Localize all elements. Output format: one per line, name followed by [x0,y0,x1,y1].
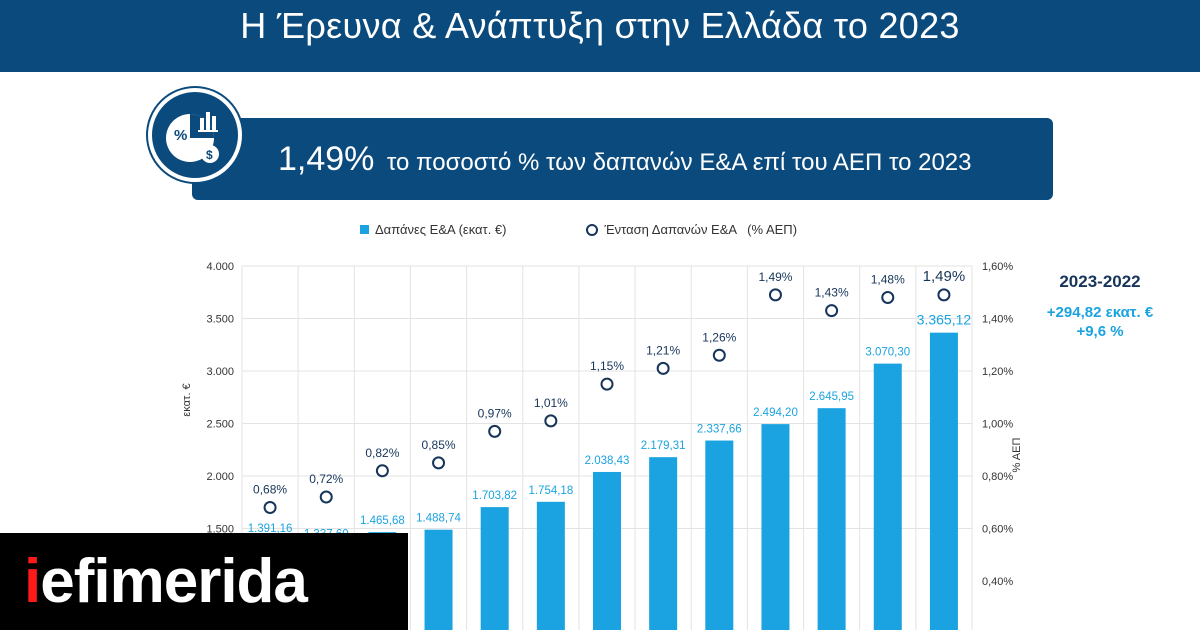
logo-rest: efimerida [40,547,308,616]
bar-value-label: 2.038,43 [585,455,630,467]
y-tick-label: 1.500 [206,524,234,536]
intensity-point [263,501,277,514]
bar [424,529,453,630]
y2-tick-label: 1,40% [982,314,1013,326]
bar-value-label: 2.179,31 [641,440,686,452]
intensity-value-label: 1,01% [534,396,568,410]
bar [929,332,958,630]
y-tick-label: 4.000 [206,261,234,273]
bar [873,363,902,630]
y2-tick-label: 0,20% [982,629,1013,630]
kpi-bar: 1,49% το ποσοστό % των δαπανών Ε&Α επί τ… [192,118,1053,200]
y-tick-label: 2.000 [206,471,234,483]
kpi-text: 1,49% το ποσοστό % των δαπανών Ε&Α επί τ… [278,140,971,179]
intensity-point [375,464,389,478]
svg-text:%: % [174,127,187,144]
intensity-point [712,348,726,362]
y2-tick-label: 1,20% [982,366,1013,378]
page-title: Η Έρευνα & Ανάπτυξη στην Ελλάδα το 2023 [240,5,960,46]
y2-axis-label: % ΑΕΠ [1011,438,1023,473]
bar-value-label: 1.465,68 [360,515,405,527]
kpi-label: το ποσοστό % των δαπανών Ε&Α επί του ΑΕΠ… [386,148,972,176]
logo-first-letter: i [24,547,41,616]
intensity-point [319,490,333,504]
intensity-point [432,456,446,470]
bar-value-label: 1.754,18 [528,485,573,497]
y2-tick-label: 0,40% [982,576,1013,588]
side-pct-change: +9,6 % [1076,323,1124,340]
intensity-point [937,288,951,302]
intensity-value-label: 1,21% [646,343,680,357]
bar-value-label: 1.488,74 [416,513,461,525]
legend-label-bars: Δαπάνες Ε&Α (εκατ. €) [375,222,507,237]
intensity-value-label: 0,85% [422,438,456,452]
iefimerida-logo: iefimerida [0,533,408,630]
bar-value-label: 1.391,16 [248,523,293,535]
intensity-value-label: 1,43% [815,286,849,300]
y2-tick-label: 0,60% [982,524,1013,536]
bar [817,408,846,630]
legend-item-circles: Ένταση Δαπανών Ε&Α (% ΑΕΠ) [586,222,797,237]
intensity-value-label: 1,48% [871,273,905,287]
bar-value-label: 2.494,20 [753,407,798,419]
bar-value-label: 2.337,66 [697,424,742,436]
intensity-point [488,424,502,438]
intensity-value-label: 0,72% [309,472,343,486]
intensity-value-label: 1,49% [923,268,966,285]
side-summary: 2023-2022 +294,82 εκατ. € +9,6 % [1030,272,1170,340]
side-period: 2023-2022 [1059,272,1141,291]
logo-text: iefimerida [24,546,308,617]
intensity-value-label: 0,97% [478,406,512,420]
intensity-point [768,288,782,302]
header-banner: Η Έρευνα & Ανάπτυξη στην Ελλάδα το 2023 [0,0,1200,72]
bar [649,457,678,630]
intensity-point [825,304,839,318]
bar [705,440,734,630]
chart-legend: Δαπάνες Ε&Α (εκατ. €) Ένταση Δαπανών Ε&Α… [360,222,797,237]
y-tick-label: 3.000 [206,366,234,378]
side-abs-change: +294,82 εκατ. € [1046,304,1154,321]
bar-value-label: 2.645,95 [809,391,854,403]
intensity-value-label: 1,15% [590,359,624,373]
bar [480,507,509,630]
bar-value-label: 3.365,12 [917,312,972,328]
intensity-point [656,361,670,375]
kpi-value: 1,49% [278,139,375,178]
y2-tick-label: 1,00% [982,419,1013,431]
intensity-point [600,377,614,391]
bar [761,424,790,630]
bar-value-label: 3.070,30 [865,347,910,359]
y-axis-label: εκατ. € [181,383,193,416]
intensity-value-label: 0,82% [365,446,399,460]
legend-label-circles: Ένταση Δαπανών Ε&Α (% ΑΕΠ) [604,222,798,237]
bar [536,501,565,630]
intensity-point [881,291,895,304]
intensity-point [544,414,558,428]
legend-swatch-circles [586,223,599,236]
bar-value-label: 1.703,82 [472,490,517,502]
legend-item-bars: Δαπάνες Ε&Α (εκατ. €) [360,222,506,237]
bar [593,471,621,630]
intensity-value-label: 0,68% [253,483,287,497]
svg-text:$: $ [206,148,213,162]
y2-tick-label: 0,80% [982,471,1013,483]
y-tick-label: 3.500 [206,314,234,326]
y2-tick-label: 1,60% [982,261,1013,273]
intensity-value-label: 1,49% [758,270,792,284]
y-tick-label: 2.500 [206,419,234,431]
intensity-value-label: 1,26% [702,330,736,344]
percentage-chart-coin-icon: % $ [148,88,242,182]
legend-swatch-bars [360,225,369,234]
